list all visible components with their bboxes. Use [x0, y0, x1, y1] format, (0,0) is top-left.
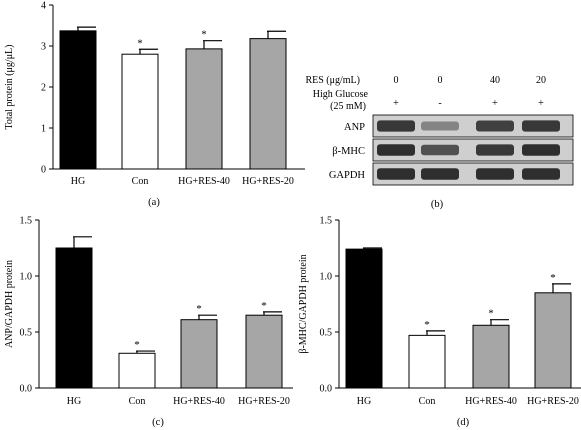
panel-label: (a): [148, 197, 160, 208]
blot-band: [421, 121, 459, 131]
blot-hg-value-3: +: [492, 98, 498, 109]
x-tick-label: HG+RES-20: [238, 396, 290, 407]
bar: [180, 319, 218, 389]
blot-row-label: GAPDH: [329, 170, 366, 181]
blot-hg-value-1: +: [393, 98, 399, 109]
y-tick-label: 0.0: [20, 384, 33, 395]
y-tick-label: 2: [41, 83, 46, 94]
blot-band: [476, 168, 514, 180]
blot-band: [377, 168, 415, 180]
panel-a-chart: 0 1 2 3 4 Total protein (μg/μL) HG * Con * HG+RES-…: [4, 1, 305, 208]
blot-band: [421, 144, 459, 156]
panel-c-chart: 0.0 0.5 1.0 1.5 ANP/GAPDH protein HG * Con * HG+R…: [4, 216, 293, 428]
x-tick-label: HG: [67, 396, 81, 407]
blot-band: [476, 120, 514, 132]
blot-res-label: RES (μg/mL): [305, 75, 360, 86]
x-tick-label: HG+RES-20: [527, 396, 579, 407]
blot-row-label: β-MHC: [332, 146, 365, 157]
x-tick-label: HG: [357, 396, 371, 407]
blot-band: [421, 168, 459, 180]
bar: [118, 352, 156, 389]
significance-mark: *: [196, 303, 202, 315]
y-tick-label: 0.5: [320, 328, 333, 339]
significance-mark: *: [261, 300, 267, 312]
blot-hg-label-line1: High Glucose: [313, 89, 369, 100]
bar: [472, 324, 510, 389]
x-tick-label: HG+RES-40: [173, 396, 225, 407]
x-tick-label: HG: [71, 176, 85, 187]
significance-mark: *: [424, 319, 430, 331]
bar: [408, 334, 446, 389]
y-tick-label: 0.0: [320, 384, 333, 395]
y-tick-label: 1.0: [20, 272, 33, 283]
blot-res-value-3: 40: [490, 75, 500, 86]
x-tick-label: Con: [132, 176, 149, 187]
blot-band: [522, 168, 560, 180]
significance-mark: *: [137, 37, 143, 49]
y-tick-label: 1.5: [320, 216, 333, 227]
blot-hg-value-2: -: [438, 98, 441, 109]
blot-res-value-4: 20: [536, 75, 546, 86]
panel-d-chart: 0.0 0.5 1.0 1.5 β-MHC/GAPDH protein HG * Con * HG…: [298, 216, 581, 428]
blot-strip: [372, 138, 574, 162]
panel-b-western-blot: RES (μg/mL) 0 0 40 20 High Glucose (25 m…: [305, 75, 574, 210]
blot-band: [522, 144, 560, 156]
blot-band: [476, 144, 514, 156]
blot-row-label: ANP: [344, 122, 365, 133]
blot-band: [377, 120, 415, 132]
y-tick-label: 3: [41, 42, 46, 53]
bar: [185, 48, 223, 170]
blot-band: [522, 120, 560, 132]
x-tick-label: HG+RES-20: [242, 176, 294, 187]
bar: [249, 38, 287, 170]
y-axis-title: β-MHC/GAPDH protein: [298, 254, 309, 353]
y-tick-label: 1.0: [320, 272, 333, 283]
panel-label: (c): [152, 417, 164, 428]
blot-band: [377, 144, 415, 156]
y-axis-title: ANP/GAPDH protein: [4, 260, 15, 348]
y-tick-label: 4: [41, 1, 46, 12]
x-tick-label: Con: [419, 396, 436, 407]
y-tick-label: 1.5: [20, 216, 33, 227]
bar: [59, 30, 97, 170]
bar: [534, 292, 572, 389]
significance-mark: *: [134, 339, 140, 351]
x-tick-label: HG+RES-40: [465, 396, 517, 407]
y-axis-title: Total protein (μg/μL): [4, 45, 15, 130]
x-tick-label: HG+RES-40: [178, 176, 230, 187]
y-tick-label: 1: [41, 124, 46, 135]
bar: [245, 314, 283, 389]
y-tick-label: 0.5: [20, 328, 33, 339]
blot-res-value-1: 0: [394, 75, 399, 86]
blot-res-value-2: 0: [438, 75, 443, 86]
bar: [121, 53, 159, 170]
bar: [55, 247, 93, 389]
significance-mark: *: [488, 308, 494, 320]
panel-label: (d): [457, 417, 470, 428]
y-tick-label: 0: [41, 165, 46, 176]
panel-b-label: (b): [431, 199, 444, 210]
blot-rows: ANP β-MHC GAPDH: [329, 114, 574, 186]
significance-mark: *: [550, 272, 556, 284]
significance-mark: *: [201, 29, 207, 41]
blot-strip: [372, 114, 574, 138]
x-tick-label: Con: [129, 396, 146, 407]
bar: [345, 248, 383, 389]
blot-hg-label-line2: (25 mM): [330, 101, 366, 112]
blot-hg-value-4: +: [538, 98, 544, 109]
